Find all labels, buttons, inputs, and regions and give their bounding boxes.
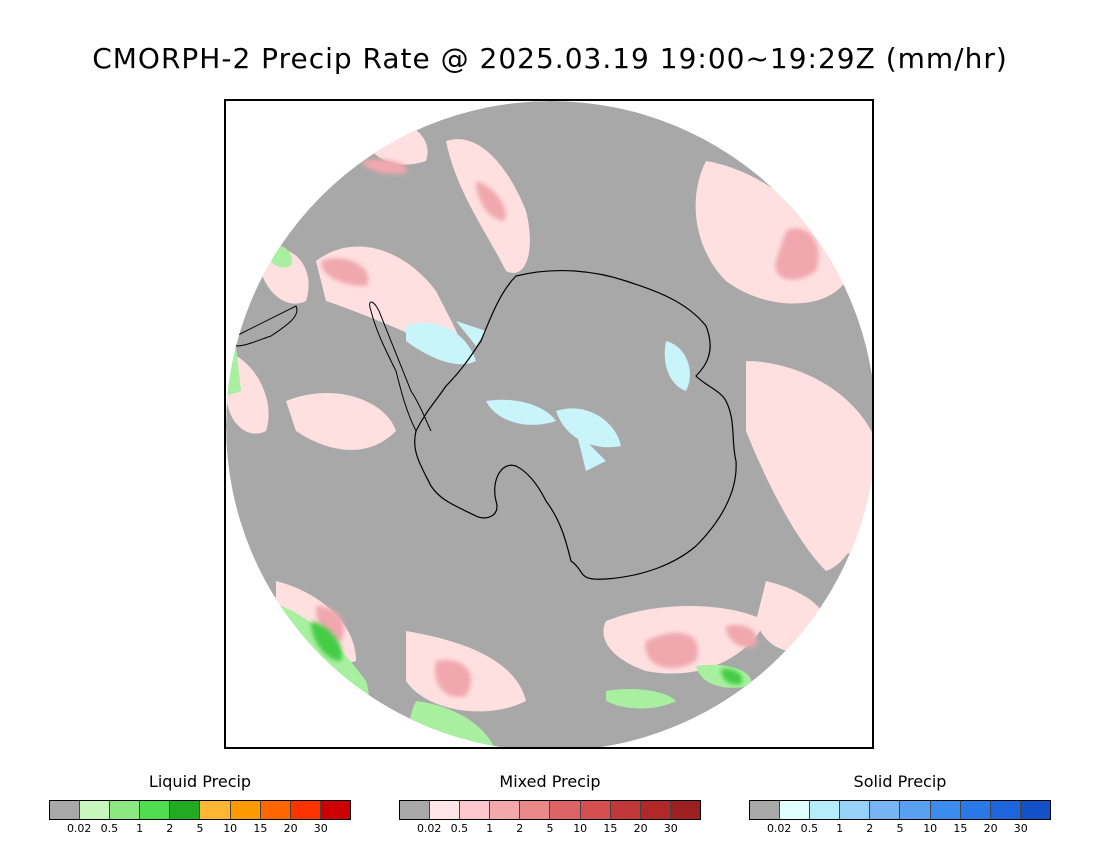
legend-swatch — [199, 801, 230, 819]
legend-swatch — [519, 801, 550, 819]
legend-swatch — [400, 801, 430, 819]
legend-tick-label: 10 — [923, 822, 938, 835]
legend-swatch — [839, 801, 870, 819]
legend-swatch — [50, 801, 80, 819]
legend-solid: Solid Precip 0.02 0.5 1 2 5 10 15 20 30 — [749, 772, 1051, 838]
map-title: CMORPH-2 Precip Rate @ 2025.03.19 19:00~… — [92, 42, 1008, 75]
legend-tick-label: 15 — [603, 822, 618, 835]
legend-swatch — [229, 801, 260, 819]
legend-swatch — [289, 801, 320, 819]
liquid-precip-cores — [311, 621, 743, 685]
legend-tick-label: 0.5 — [100, 822, 119, 835]
hemisphere-disk — [226, 101, 872, 747]
legend-swatch — [459, 801, 490, 819]
legend-tick-label: 20 — [633, 822, 648, 835]
legend-mixed: Mixed Precip 0.02 0.5 1 2 5 10 15 20 30 — [399, 772, 701, 838]
legend-swatch — [1019, 801, 1050, 819]
legend-mixed-ticks: 0.02 0.5 1 2 5 10 15 20 30 — [399, 822, 701, 838]
legend-swatch — [489, 801, 520, 819]
legend-tick-label: 0.02 — [416, 822, 442, 835]
legend-swatch — [809, 801, 840, 819]
legend-tick-label: 1 — [836, 822, 844, 835]
legend-tick-label: 2 — [866, 822, 874, 835]
mixed-precip-cores — [316, 159, 819, 697]
legend-tick-label: 5 — [546, 822, 554, 835]
legend-swatch — [989, 801, 1020, 819]
legend-tick-label: 10 — [573, 822, 588, 835]
legend-tick-label: 15 — [953, 822, 968, 835]
antarctic-peninsula — [369, 301, 432, 432]
legend-swatch — [639, 801, 670, 819]
legend-swatch — [429, 801, 460, 819]
legend-mixed-bar — [399, 800, 701, 820]
legend-mixed-title: Mixed Precip — [499, 772, 601, 791]
south-america-tip — [235, 305, 298, 347]
legend-tick-label: 5 — [896, 822, 904, 835]
legend-swatch — [579, 801, 610, 819]
legend-tick-label: 0.5 — [450, 822, 469, 835]
legend-swatch — [109, 801, 140, 819]
legend-tick-label: 15 — [253, 822, 268, 835]
legend-tick-label: 0.02 — [766, 822, 792, 835]
legend-solid-title: Solid Precip — [853, 772, 947, 791]
legend-tick-label: 1 — [486, 822, 494, 835]
legend-tick-label: 2 — [166, 822, 174, 835]
legend-tick-label: 2 — [516, 822, 524, 835]
legend-liquid-ticks: 0.02 0.5 1 2 5 10 15 20 30 — [49, 822, 351, 838]
legend-tick-label: 0.02 — [66, 822, 92, 835]
legend-tick-label: 1 — [136, 822, 144, 835]
map-frame — [224, 99, 874, 749]
legend-swatch — [959, 801, 990, 819]
legend-swatch — [869, 801, 900, 819]
legend-tick-label: 20 — [283, 822, 298, 835]
legend-tick-label: 5 — [196, 822, 204, 835]
legend-tick-label: 30 — [663, 822, 678, 835]
legend-liquid: Liquid Precip 0.02 0.5 1 2 5 10 15 20 30 — [49, 772, 351, 838]
legend-solid-bar — [749, 800, 1051, 820]
legend-liquid-title: Liquid Precip — [148, 772, 252, 791]
precip-map — [226, 101, 872, 747]
legend-swatch — [779, 801, 810, 819]
legend-solid-ticks: 0.02 0.5 1 2 5 10 15 20 30 — [749, 822, 1051, 838]
legend-swatch — [899, 801, 930, 819]
legend-tick-label: 10 — [223, 822, 238, 835]
legend-swatch — [669, 801, 700, 819]
legend-swatch — [259, 801, 290, 819]
legend-tick-label: 0.5 — [800, 822, 819, 835]
legend-swatch — [169, 801, 200, 819]
legend-tick-label: 30 — [313, 822, 328, 835]
legend-swatch — [319, 801, 350, 819]
legend-tick-label: 20 — [983, 822, 998, 835]
legend-swatch — [750, 801, 780, 819]
legend-swatch — [139, 801, 170, 819]
legend-swatch — [549, 801, 580, 819]
legend-liquid-bar — [49, 800, 351, 820]
solid-precip-regions — [406, 321, 690, 471]
legend-swatch — [79, 801, 110, 819]
legend-swatch — [609, 801, 640, 819]
legend-tick-label: 30 — [1013, 822, 1028, 835]
legend-swatch — [929, 801, 960, 819]
